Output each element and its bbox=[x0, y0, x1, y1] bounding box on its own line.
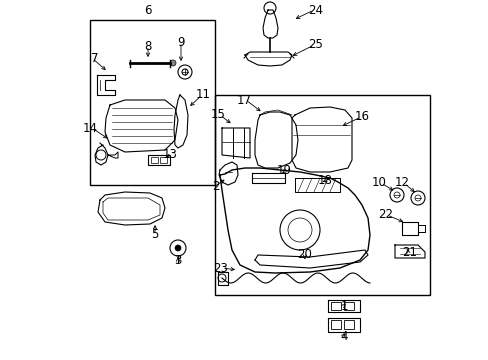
Bar bbox=[343, 320, 353, 329]
Text: 18: 18 bbox=[318, 174, 332, 186]
Text: 24: 24 bbox=[307, 4, 323, 17]
Text: 23: 23 bbox=[213, 261, 227, 274]
Text: 12: 12 bbox=[394, 176, 409, 189]
Circle shape bbox=[175, 245, 181, 251]
Text: 13: 13 bbox=[163, 148, 178, 162]
Text: 9: 9 bbox=[177, 36, 184, 49]
Text: 22: 22 bbox=[377, 208, 392, 221]
Text: 20: 20 bbox=[297, 248, 312, 261]
Text: 14: 14 bbox=[83, 122, 98, 135]
Text: 6: 6 bbox=[144, 4, 151, 18]
Bar bbox=[148, 155, 170, 165]
Bar bbox=[330, 302, 340, 310]
Text: 21: 21 bbox=[401, 246, 416, 258]
Bar bbox=[160, 157, 167, 163]
Bar bbox=[330, 320, 340, 329]
Bar bbox=[90, 20, 215, 185]
Text: 8: 8 bbox=[144, 40, 151, 53]
Text: 15: 15 bbox=[211, 108, 225, 122]
Text: 5: 5 bbox=[151, 229, 159, 242]
Bar bbox=[151, 157, 158, 163]
Text: 16: 16 bbox=[354, 111, 369, 123]
Text: 7: 7 bbox=[90, 51, 98, 64]
Bar bbox=[343, 302, 353, 310]
Text: 10: 10 bbox=[371, 176, 386, 189]
Text: 25: 25 bbox=[307, 39, 322, 51]
Text: 3: 3 bbox=[174, 253, 182, 266]
Text: 1: 1 bbox=[340, 301, 347, 314]
Text: 2: 2 bbox=[212, 180, 220, 194]
Circle shape bbox=[170, 60, 176, 66]
Bar bbox=[215, 95, 429, 295]
Text: 19: 19 bbox=[276, 163, 291, 176]
Text: 4: 4 bbox=[340, 330, 347, 343]
Text: 11: 11 bbox=[196, 89, 210, 102]
Text: 17: 17 bbox=[237, 94, 251, 107]
